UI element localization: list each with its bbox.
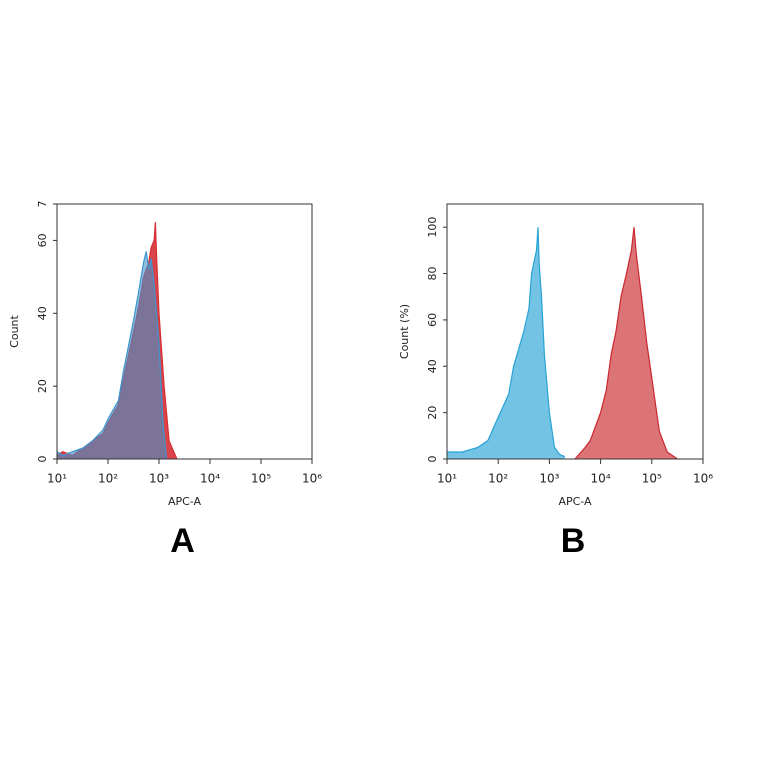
x-tick-label: 10⁵ (642, 472, 662, 486)
y-tick-label: 20 (426, 406, 439, 420)
y-axis-label: Count (%) (398, 304, 411, 359)
y-tick-label: 60 (36, 233, 49, 247)
panel-label: B (561, 522, 586, 560)
y-tick-label: 100 (426, 217, 439, 238)
area-line (574, 227, 678, 460)
y-axis-label: Count (8, 314, 21, 347)
x-tick-label: 10⁵ (251, 472, 271, 486)
y-tick-label: 80 (426, 267, 439, 281)
plot-frame (56, 203, 313, 460)
x-axis-label: APC-A (558, 495, 592, 508)
y-tick-label: 40 (426, 359, 439, 373)
x-tick-label: 10² (488, 472, 508, 486)
x-axis-label: APC-A (168, 495, 202, 508)
x-tick-label: 10¹ (437, 472, 457, 486)
y-tick-label: 0 (36, 456, 49, 463)
x-tick-label: 10⁴ (591, 472, 611, 486)
x-tick-label: 10⁴ (200, 472, 220, 486)
area-line (447, 227, 566, 458)
y-tick-label: 40 (36, 306, 49, 320)
area-fill (575, 227, 678, 459)
y-tick-label: 7 (36, 201, 49, 208)
x-tick-label: 10³ (149, 472, 169, 486)
x-tick-label: 10¹ (47, 472, 67, 486)
plot-frame (446, 203, 704, 460)
x-tick-label: 10⁶ (302, 472, 322, 486)
y-tick-label: 0 (426, 456, 439, 463)
area-line (56, 251, 168, 460)
panel-label: A (170, 522, 195, 560)
y-tick-label: 20 (36, 379, 49, 393)
x-tick-label: 10⁶ (693, 472, 713, 486)
y-tick-label: 60 (426, 313, 439, 327)
area-fill (57, 251, 167, 459)
area-fill (447, 227, 565, 459)
x-tick-label: 10³ (539, 472, 559, 486)
x-tick-label: 10² (98, 472, 118, 486)
